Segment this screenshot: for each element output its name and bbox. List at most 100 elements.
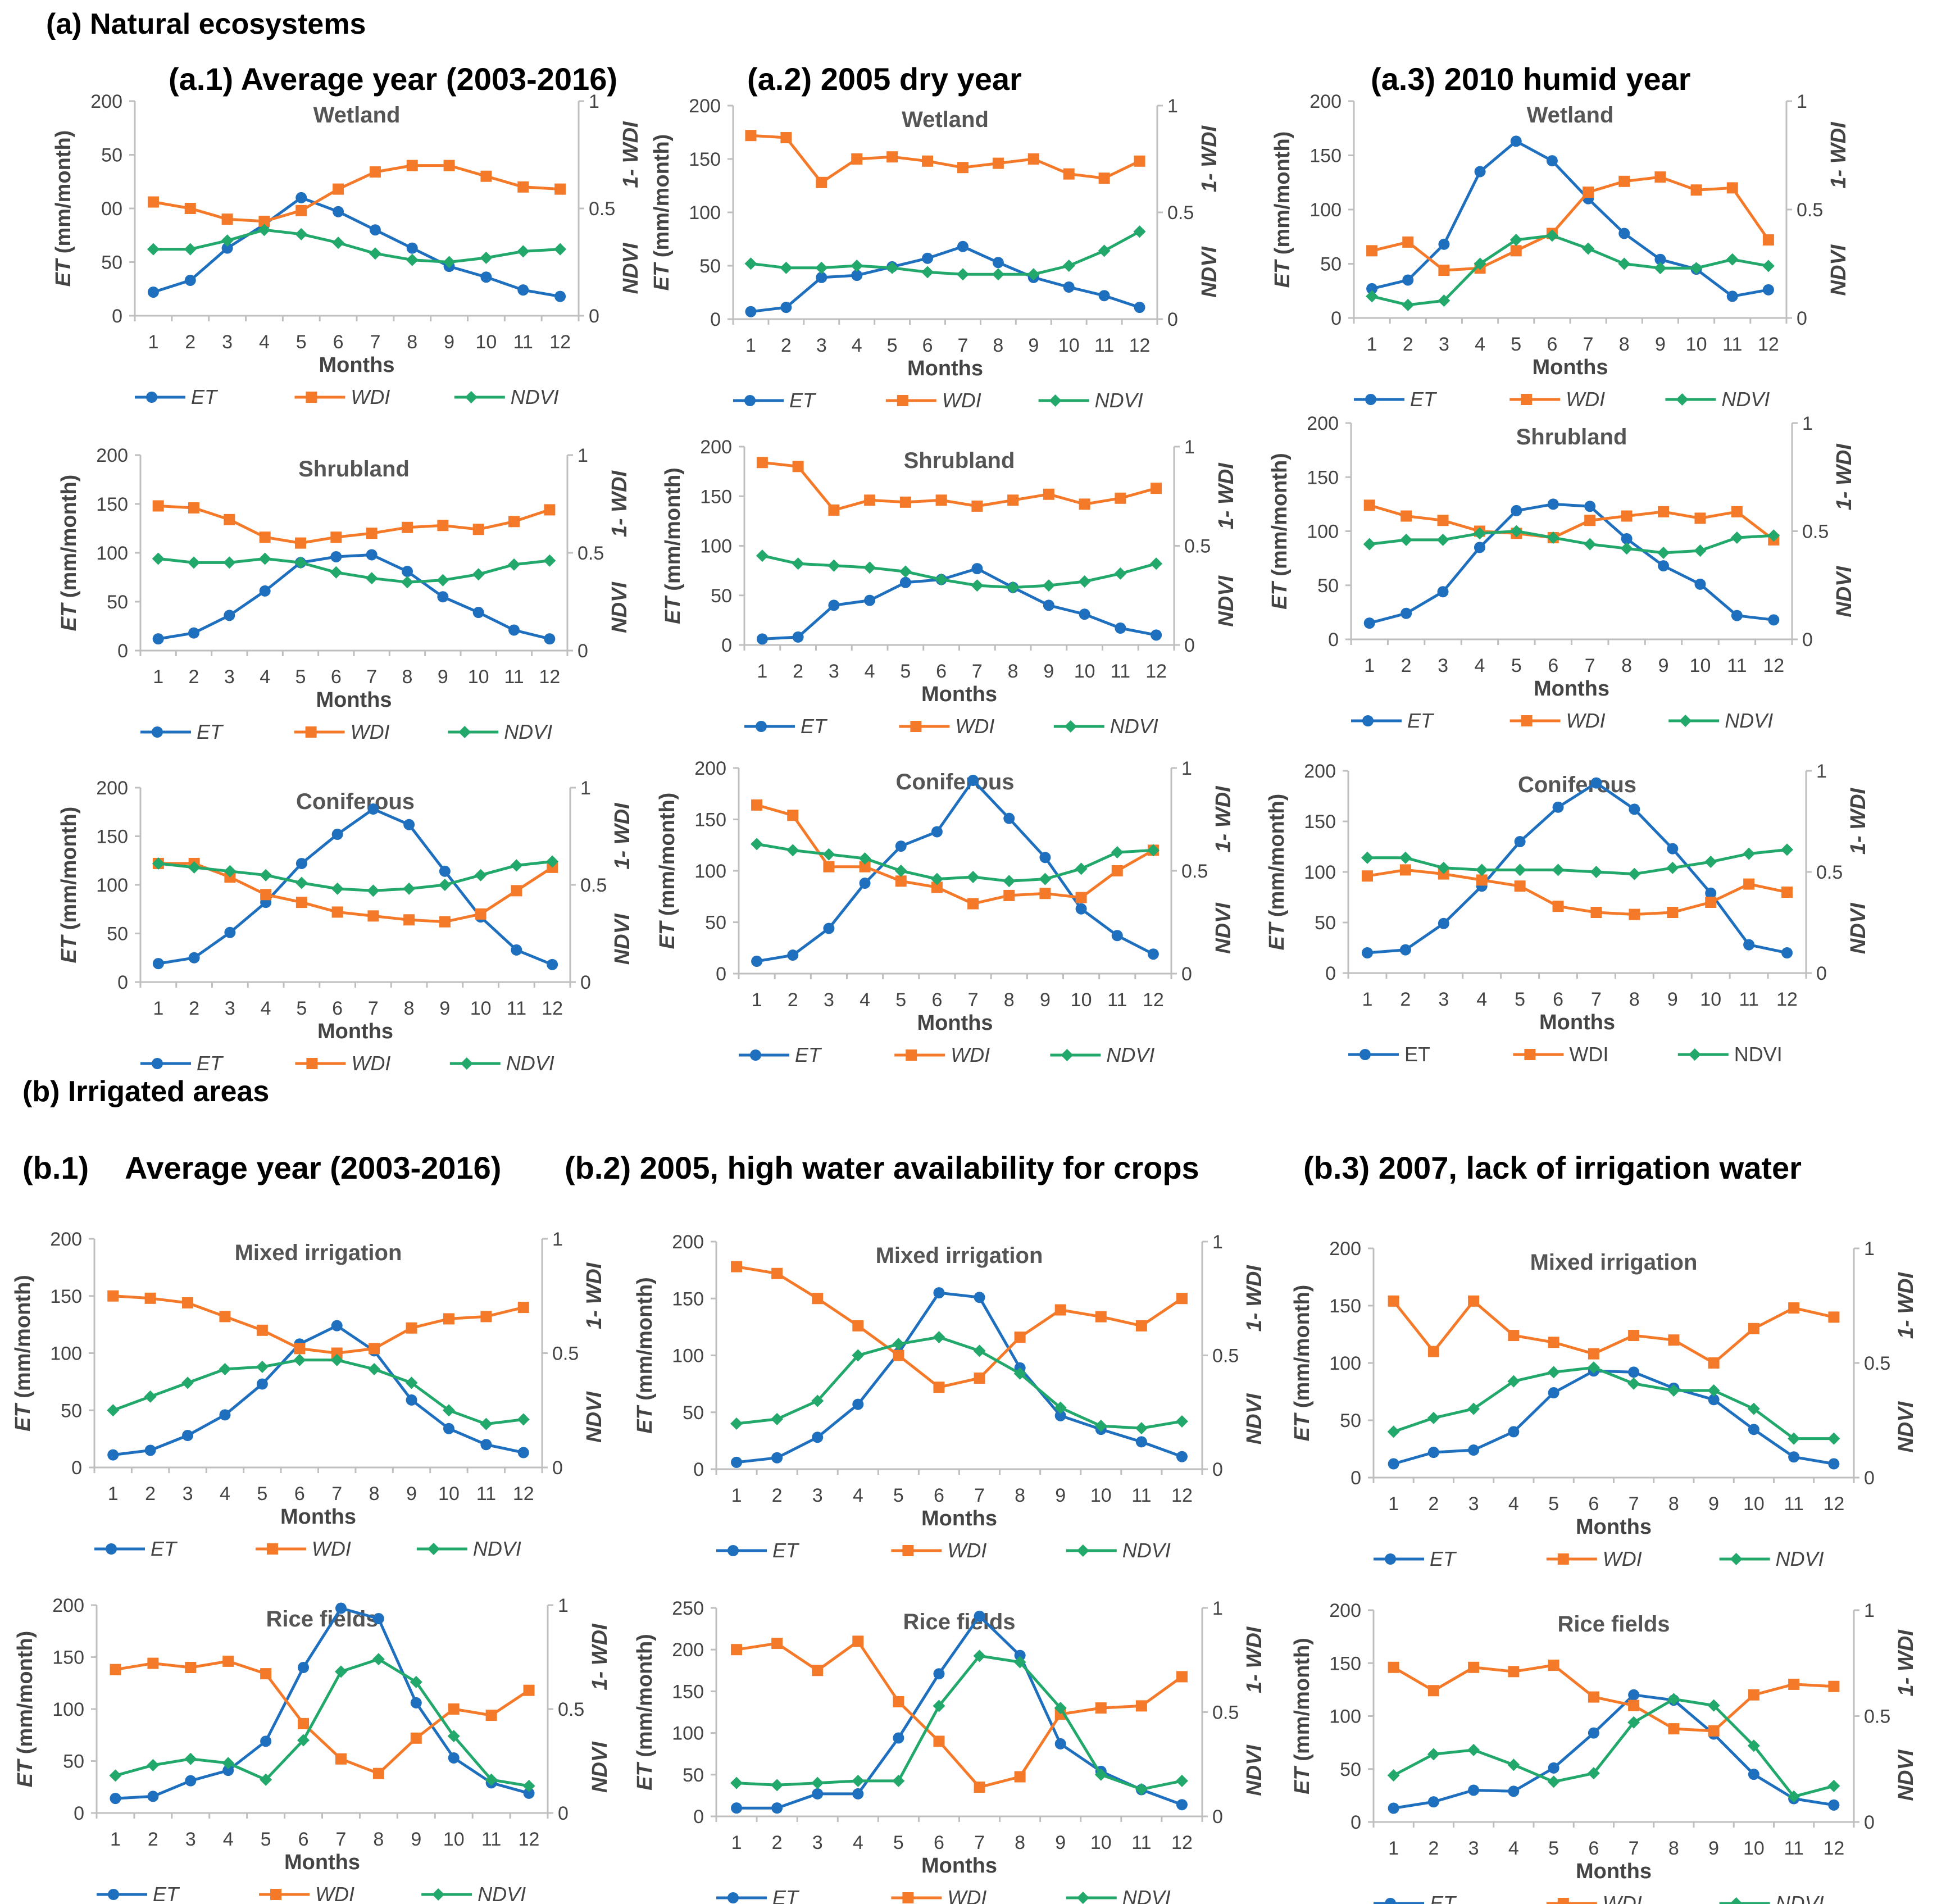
point-wdi [184, 203, 196, 214]
point-et [1176, 1451, 1188, 1462]
series-line-ndvi [153, 228, 561, 263]
point-wdi [448, 1703, 460, 1715]
point-wdi [485, 1710, 497, 1721]
y-tick-label: 0 [693, 1806, 704, 1828]
point-wdi [780, 132, 792, 143]
x-tick-label: 2 [772, 1832, 783, 1853]
legend-label-wdi: WDI [947, 1886, 986, 1904]
legend-marker-wdi [910, 721, 922, 732]
series-line-et [736, 1291, 1183, 1464]
legend-marker-wdi [897, 395, 908, 406]
point-et [731, 1802, 743, 1814]
point-wdi [258, 215, 270, 227]
point-wdi [1014, 1771, 1026, 1783]
point-et [1402, 274, 1414, 286]
point-ndvi [181, 1376, 194, 1389]
x-tick-label: 9 [438, 666, 448, 688]
point-ndvi [1111, 846, 1124, 859]
x-tick-label: 4 [860, 989, 870, 1011]
point-wdi [406, 160, 418, 171]
legend-marker-et [750, 1049, 761, 1061]
x-tick-label: 9 [406, 1483, 417, 1505]
y2-axis-label-ndvi: NDVI [1198, 246, 1221, 298]
legend-label-ndvi: NDVI [1734, 1043, 1783, 1066]
x-tick-label: 10 [438, 1483, 460, 1505]
y-tick-label: 150 [1307, 467, 1339, 488]
y2-axis-label-ndvi: NDVI [1212, 902, 1235, 954]
x-tick-label: 2 [1400, 989, 1411, 1010]
y2-axis-label-wdi: 1- WDI [1833, 443, 1856, 511]
point-ndvi [403, 882, 416, 895]
point-wdi [967, 898, 979, 910]
point-wdi [295, 897, 307, 908]
point-ndvi [442, 1404, 455, 1417]
legend-marker-wdi [902, 1892, 914, 1903]
point-ndvi [554, 243, 567, 256]
point-et [851, 270, 863, 281]
point-wdi [1748, 1689, 1759, 1701]
point-ndvi [474, 869, 487, 881]
point-wdi [893, 1696, 904, 1707]
legend-label-wdi: WDI [942, 389, 981, 412]
point-et [1098, 290, 1110, 302]
legend-label-wdi: WDI [1603, 1892, 1642, 1904]
point-et [260, 1735, 272, 1747]
point-ndvi [222, 1757, 235, 1770]
legend-label-ndvi: NDVI [1776, 1892, 1824, 1904]
point-wdi [1788, 1678, 1800, 1690]
y-tick-label: 50 [63, 1751, 84, 1773]
point-ndvi [517, 245, 530, 258]
x-tick-label: 3 [812, 1485, 823, 1506]
point-et [780, 302, 792, 313]
x-tick-label: 8 [1621, 655, 1632, 676]
point-wdi [1588, 1691, 1599, 1703]
x-tick-label: 7 [366, 666, 377, 688]
point-wdi [1654, 171, 1666, 183]
section-b-title: (b) Irrigated areas [22, 1075, 269, 1108]
point-ndvi [436, 574, 449, 587]
point-wdi [974, 1373, 985, 1384]
x-tick-label: 7 [1591, 989, 1602, 1010]
point-ndvi [858, 852, 871, 865]
y-axis-label-unit: (mm/month) [57, 807, 81, 936]
point-ndvi [258, 224, 271, 237]
point-et [185, 1775, 197, 1787]
x-tick-label: 8 [1619, 334, 1630, 355]
x-tick-label: 9 [1040, 989, 1051, 1011]
x-tick-label: 1 [110, 1829, 121, 1850]
x-tick-label: 2 [1401, 655, 1412, 676]
x-tick-label: 7 [368, 998, 379, 1019]
y-tick-label: 00 [101, 198, 122, 220]
legend-label-et: ET [153, 1883, 180, 1904]
legend-label-wdi: WDI [1566, 709, 1606, 732]
point-wdi [935, 494, 947, 506]
x-tick-label: 2 [1403, 334, 1413, 355]
y-tick-label: 200 [1309, 91, 1342, 112]
x-tick-label: 4 [1474, 655, 1485, 676]
point-wdi [259, 531, 271, 543]
x-axis-label: Months [316, 688, 392, 712]
point-et [1401, 607, 1412, 619]
legend-label-ndvi: NDVI [504, 720, 552, 743]
point-et [472, 607, 484, 619]
point-wdi [410, 1732, 422, 1744]
point-ndvi [811, 1776, 824, 1789]
x-tick-label: 1 [153, 998, 163, 1019]
legend-label-et: ET [191, 385, 219, 408]
x-tick-label: 7 [1583, 334, 1594, 355]
x-tick-label: 6 [1548, 655, 1558, 676]
point-ndvi [543, 554, 556, 567]
point-wdi [1584, 515, 1596, 526]
y-axis-label-et: ET [656, 920, 679, 949]
x-tick-label: 12 [1171, 1832, 1193, 1853]
y-tick-label: 100 [96, 875, 128, 896]
x-tick-label: 11 [1784, 1838, 1803, 1859]
column-b3-title: (b.3) 2007, lack of irrigation water [1303, 1150, 1802, 1185]
point-ndvi [751, 838, 763, 851]
y-tick-label: 200 [700, 437, 732, 458]
point-ndvi [933, 1699, 945, 1712]
x-tick-label: 12 [1823, 1838, 1844, 1859]
y-axis-label: ET (mm/month) [650, 134, 674, 291]
point-ndvi [485, 1773, 498, 1786]
x-axis-label: Months [907, 357, 983, 380]
